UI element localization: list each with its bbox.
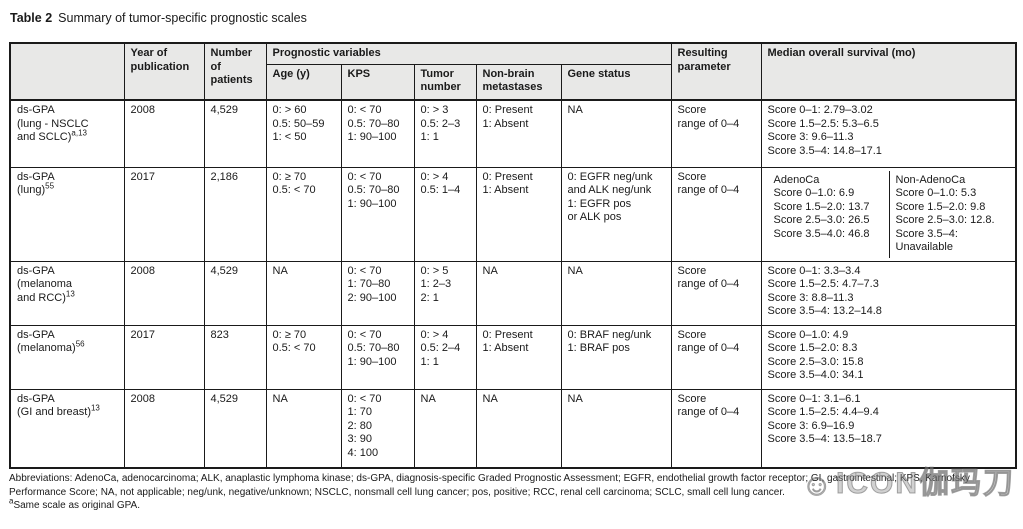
cell-scale-name: ds-GPA (melanoma)56: [9, 324, 125, 390]
cell-non-brain: 0: Present 1: Absent: [475, 99, 562, 168]
cell-patients: 4,529: [203, 99, 267, 168]
citation-superscript: 56: [75, 339, 85, 349]
header-gene-status: Gene status: [560, 63, 672, 101]
cell-tumor-number: 0: > 4 0.5: 2–4 1: 1: [413, 324, 477, 390]
cell-resulting: Score range of 0–4: [670, 388, 762, 469]
cell-year: 2008: [123, 260, 205, 326]
cell-year: 2017: [123, 166, 205, 262]
header-median-survival: Median overall survival (mo): [760, 42, 1017, 101]
cell-kps: 0: < 70 1: 70–80 2: 90–100: [340, 260, 415, 326]
cell-kps: 0: < 70 1: 70 2: 80 3: 90 4: 100: [340, 388, 415, 469]
cell-tumor-number: NA: [413, 388, 477, 469]
cell-non-brain: NA: [475, 388, 562, 469]
prognostic-scales-table: Year of publication Number of patients P…: [9, 42, 1017, 469]
cell-median-survival-split: AdenoCa Score 0–1.0: 6.9 Score 1.5–2.0: …: [760, 166, 1017, 262]
cell-scale-name: ds-GPA (lung - NSCLC and SCLC)a,13: [9, 99, 125, 168]
table-row: ds-GPA (lung)55 2017 2,186 0: ≥ 70 0.5: …: [9, 166, 1017, 262]
cell-resulting: Score range of 0–4: [670, 166, 762, 262]
cell-median-survival: Score 0–1: 3.1–6.1 Score 1.5–2.5: 4.4–9.…: [760, 388, 1017, 469]
header-prognostic-variables: Prognostic variables: [265, 42, 672, 65]
table-title-label: Table 2: [10, 11, 53, 25]
header-row-sub: Age (y) KPS Tumor number Non-brain metas…: [10, 63, 1016, 101]
header-non-brain-metastases: Non-brain metastases: [475, 63, 562, 101]
cell-median-non-adenoca: Non-AdenoCa Score 0–1.0: 5.3 Score 1.5–2…: [888, 170, 1012, 258]
footnote-note: aSame scale as original GPA.: [9, 496, 140, 511]
table-row: ds-GPA (melanoma and RCC)13 2008 4,529 N…: [9, 260, 1017, 326]
cell-year: 2008: [123, 99, 205, 168]
cell-non-brain: 0: Present 1: Absent: [475, 324, 562, 390]
footnote-marker: a: [9, 496, 14, 506]
cell-patients: 2,186: [203, 166, 267, 262]
cell-age: NA: [265, 388, 342, 469]
cell-gene-status: 0: EGFR neg/unk and ALK neg/unk 1: EGFR …: [560, 166, 672, 262]
table-header: Year of publication Number of patients P…: [9, 42, 1017, 101]
cell-median-survival: Score 0–1: 2.79–3.02 Score 1.5–2.5: 5.3–…: [760, 99, 1017, 168]
footnote-abbreviations: Abbreviations: AdenoCa, adenocarcinoma; …: [9, 473, 970, 498]
cell-kps: 0: < 70 0.5: 70–80 1: 90–100: [340, 99, 415, 168]
cell-patients: 4,529: [203, 260, 267, 326]
table-row: ds-GPA (GI and breast)13 2008 4,529 NA 0…: [9, 388, 1017, 469]
citation-superscript: 13: [65, 288, 75, 298]
cell-non-brain: NA: [475, 260, 562, 326]
header-scale-name-empty: [9, 42, 125, 101]
cell-resulting: Score range of 0–4: [670, 99, 762, 168]
footnotes: Abbreviations: AdenoCa, adenocarcinoma; …: [9, 472, 1016, 513]
cell-scale-name: ds-GPA (lung)55: [9, 166, 125, 262]
citation-superscript: 13: [90, 403, 100, 413]
header-kps: KPS: [340, 63, 415, 101]
cell-median-adenoca: AdenoCa Score 0–1.0: 6.9 Score 1.5–2.0: …: [773, 173, 870, 240]
cell-age: NA: [265, 260, 342, 326]
header-patients: Number of patients: [203, 42, 267, 101]
table-row: ds-GPA (lung - NSCLC and SCLC)a,13 2008 …: [9, 99, 1017, 168]
citation-superscript: a,13: [71, 128, 87, 138]
cell-patients: 4,529: [203, 388, 267, 469]
cell-tumor-number: 0: > 5 1: 2–3 2: 1: [413, 260, 477, 326]
cell-gene-status: NA: [560, 99, 672, 168]
cell-resulting: Score range of 0–4: [670, 260, 762, 326]
cell-age: 0: ≥ 70 0.5: < 70: [265, 324, 342, 390]
cell-gene-status: NA: [560, 260, 672, 326]
cell-tumor-number: 0: > 3 0.5: 2–3 1: 1: [413, 99, 477, 168]
cell-tumor-number: 0: > 4 0.5: 1–4: [413, 166, 477, 262]
cell-kps: 0: < 70 0.5: 70–80 1: 90–100: [340, 324, 415, 390]
cell-non-brain: 0: Present 1: Absent: [475, 166, 562, 262]
cell-year: 2008: [123, 388, 205, 469]
cell-kps: 0: < 70 0.5: 70–80 1: 90–100: [340, 166, 415, 262]
header-age: Age (y): [265, 63, 342, 101]
header-tumor-number: Tumor number: [413, 63, 477, 101]
cell-scale-name: ds-GPA (melanoma and RCC)13: [9, 260, 125, 326]
cell-age: 0: ≥ 70 0.5: < 70: [265, 166, 342, 262]
cell-median-survival: Score 0–1: 3.3–3.4 Score 1.5–2.5: 4.7–7.…: [760, 260, 1017, 326]
cell-age: 0: > 60 0.5: 50–59 1: < 50: [265, 99, 342, 168]
table-title: Table 2 Summary of tumor-specific prognos…: [10, 11, 307, 25]
cell-resulting: Score range of 0–4: [670, 324, 762, 390]
cell-scale-name: ds-GPA (GI and breast)13: [9, 388, 125, 469]
header-resulting-parameter: Resulting parameter: [670, 42, 762, 101]
citation-superscript: 55: [45, 181, 55, 191]
cell-patients: 823: [203, 324, 267, 390]
table-row: ds-GPA (melanoma)56 2017 823 0: ≥ 70 0.5…: [9, 324, 1017, 390]
cell-median-survival: Score 0–1.0: 4.9 Score 1.5–2.0: 8.3 Scor…: [760, 324, 1017, 390]
header-year: Year of publication: [123, 42, 205, 101]
cell-gene-status: NA: [560, 388, 672, 469]
header-row-top: Year of publication Number of patients P…: [9, 42, 1017, 101]
cell-year: 2017: [123, 324, 205, 390]
table-title-text: Summary of tumor-specific prognostic sca…: [58, 11, 307, 25]
cell-gene-status: 0: BRAF neg/unk 1: BRAF pos: [560, 324, 672, 390]
